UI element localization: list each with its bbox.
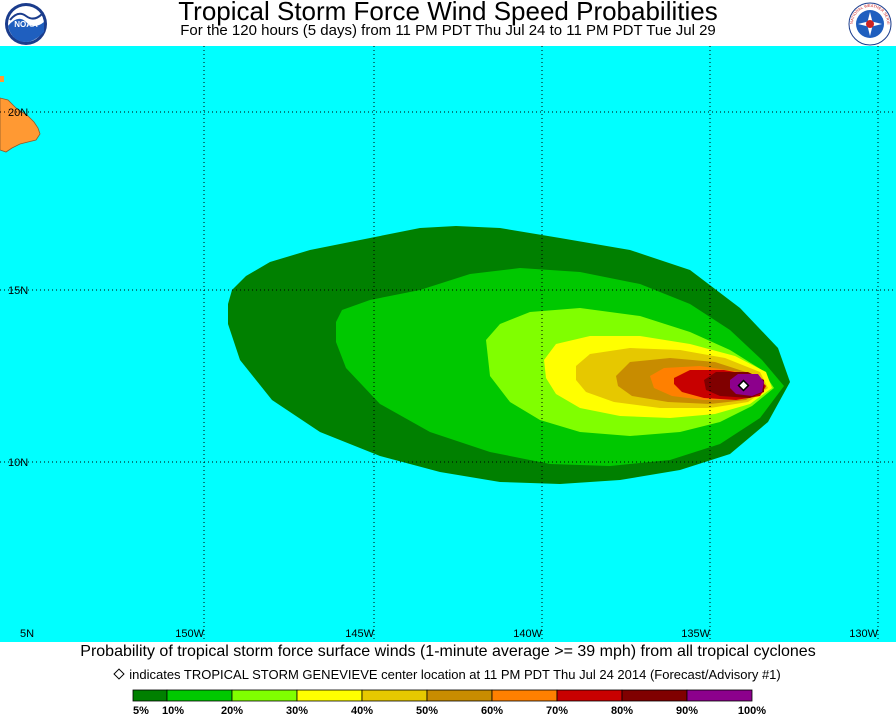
legend-label: 50% [416, 705, 438, 716]
legend-label: 10% [162, 705, 184, 716]
lat-label-5n: 5N [20, 628, 34, 640]
noaa-logo-icon: NOAA [5, 3, 47, 45]
nws-logo-icon: NATIONAL WEATHER SERVICE [848, 2, 892, 46]
legend-swatch [166, 689, 233, 702]
legend-swatch [231, 689, 298, 702]
lon-label-145w: 145W [345, 628, 374, 640]
hawaii-islet [0, 76, 4, 82]
map-subtitle: For the 120 hours (5 days) from 11 PM PD… [180, 22, 716, 39]
lat-label-10n: 10N [8, 457, 28, 469]
legend-label: 80% [611, 705, 633, 716]
legend-label: 90% [676, 705, 698, 716]
storm-center-marker [737, 379, 750, 392]
legend-label: 20% [221, 705, 243, 716]
legend-swatch [621, 689, 688, 702]
probability-legend: 5% 10% 20% 30% 40% 50% 60% 70% 80% 90% 100% [132, 689, 766, 716]
lat-label-20n: 20N [8, 107, 28, 119]
lon-label-135w: 135W [681, 628, 710, 640]
legend-swatch [361, 689, 428, 702]
legend-label: 5% [133, 705, 149, 716]
lon-label-140w: 140W [513, 628, 542, 640]
legend-label: 60% [481, 705, 503, 716]
lon-label-150w: 150W [175, 628, 204, 640]
storm-note: indicates TROPICAL STORM GENEVIEVE cente… [0, 667, 896, 683]
lat-label-15n: 15N [8, 285, 28, 297]
storm-note-text: indicates TROPICAL STORM GENEVIEVE cente… [129, 667, 781, 682]
legend-swatch [426, 689, 493, 702]
legend-label: 100% [738, 705, 766, 716]
legend-swatch [491, 689, 558, 702]
lon-label-130w: 130W [849, 628, 878, 640]
hawaii-island [0, 97, 41, 153]
map-title: Tropical Storm Force Wind Speed Probabil… [178, 0, 718, 26]
legend-swatch [686, 689, 753, 702]
legend-label: 40% [351, 705, 373, 716]
graticule [0, 46, 896, 642]
probability-map: 20N 15N 10N 5N 150W 145W 140W 135W 130W [0, 46, 896, 642]
noaa-logo-text: NOAA [14, 20, 38, 29]
legend-label: 70% [546, 705, 568, 716]
map-caption: Probability of tropical storm force surf… [80, 643, 816, 660]
storm-diamond-icon [113, 668, 125, 680]
legend-label: 30% [286, 705, 308, 716]
legend-swatch [296, 689, 363, 702]
legend-swatch [132, 689, 168, 702]
legend-swatch [556, 689, 623, 702]
